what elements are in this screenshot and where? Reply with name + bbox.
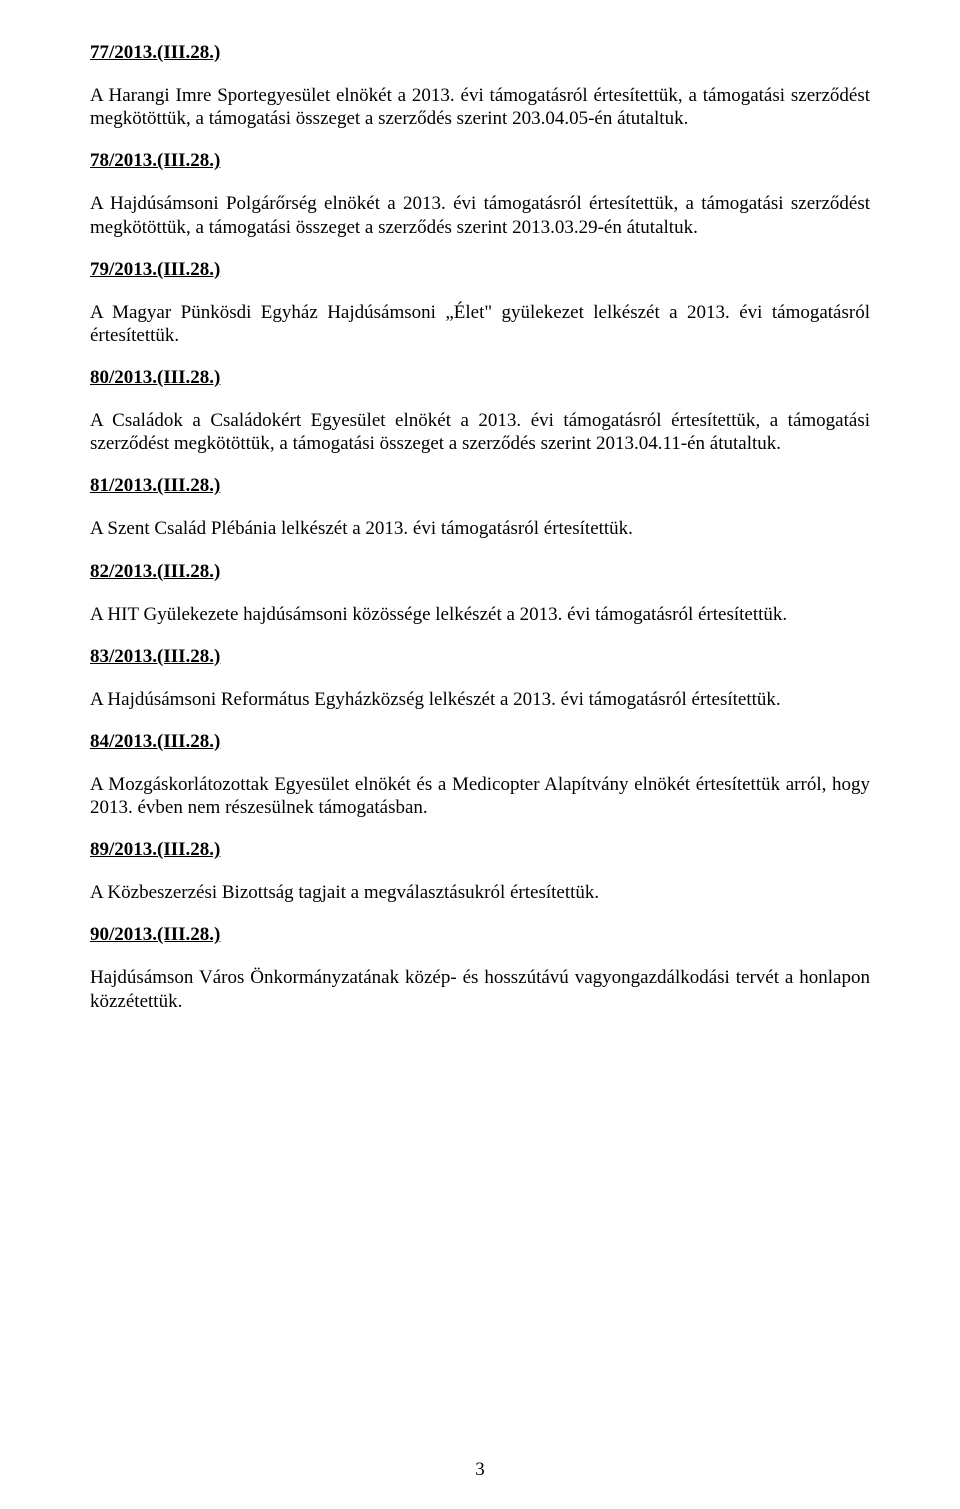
- entry-body: A Hajdúsámsoni Polgárőrség elnökét a 201…: [90, 192, 870, 238]
- entry-heading: 78/2013.(III.28.): [90, 150, 870, 172]
- entry-body: A Szent Család Plébánia lelkészét a 2013…: [90, 517, 870, 540]
- entry-body: A Közbeszerzési Bizottság tagjait a megv…: [90, 881, 870, 904]
- entry-body: A Családok a Családokért Egyesület elnök…: [90, 409, 870, 455]
- entry-heading: 77/2013.(III.28.): [90, 42, 870, 64]
- entry-body: A HIT Gyülekezete hajdúsámsoni közössége…: [90, 603, 870, 626]
- entry-body: A Hajdúsámsoni Református Egyházközség l…: [90, 688, 870, 711]
- entry-heading: 89/2013.(III.28.): [90, 839, 870, 861]
- entry-body: A Mozgáskorlátozottak Egyesület elnökét …: [90, 773, 870, 819]
- entry-heading: 84/2013.(III.28.): [90, 731, 870, 753]
- document-page: 77/2013.(III.28.) A Harangi Imre Sporteg…: [0, 0, 960, 1509]
- entry-heading: 82/2013.(III.28.): [90, 561, 870, 583]
- entry-heading: 83/2013.(III.28.): [90, 646, 870, 668]
- entry-heading: 90/2013.(III.28.): [90, 924, 870, 946]
- entry-body: A Magyar Pünkösdi Egyház Hajdúsámsoni „É…: [90, 301, 870, 347]
- page-number: 3: [0, 1459, 960, 1481]
- entry-heading: 79/2013.(III.28.): [90, 259, 870, 281]
- entry-heading: 80/2013.(III.28.): [90, 367, 870, 389]
- entry-heading: 81/2013.(III.28.): [90, 475, 870, 497]
- entry-body: A Harangi Imre Sportegyesület elnökét a …: [90, 84, 870, 130]
- entry-body: Hajdúsámson Város Önkormányzatának közép…: [90, 966, 870, 1012]
